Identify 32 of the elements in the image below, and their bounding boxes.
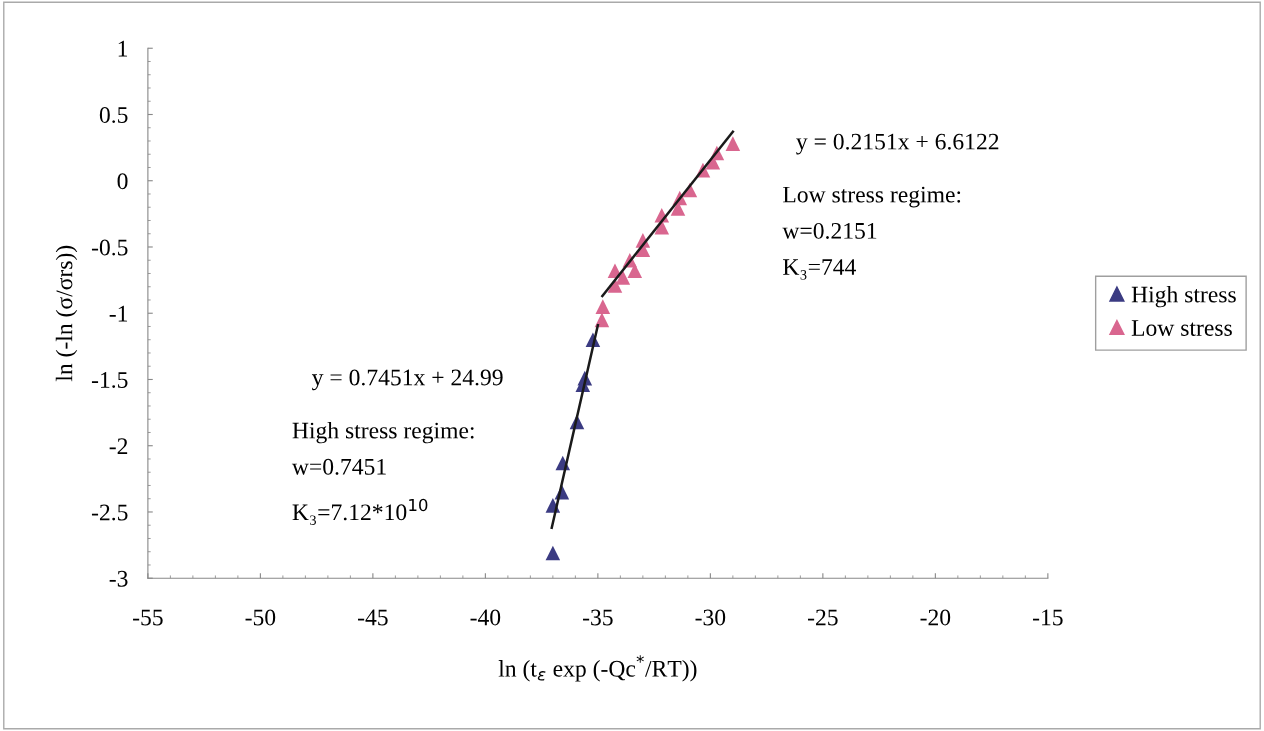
y-tick-label: -0.5 — [91, 239, 128, 256]
x-tick-label: -35 — [583, 609, 613, 626]
point — [594, 312, 610, 328]
y-tick-label: -1 — [109, 305, 128, 322]
point — [595, 299, 611, 314]
x-axis-title: ln (t$_{ε}$ exp (-Qc$^{*}$/RT)) — [498, 655, 697, 682]
y-tick-label: 1 — [118, 40, 128, 57]
y-tick-label: 0.5 — [99, 106, 128, 124]
x-tick-label: -15 — [1033, 609, 1063, 626]
legend-label: High stress — [1131, 285, 1236, 308]
x-tick-label: -25 — [808, 609, 838, 626]
x-tick-label: -40 — [470, 609, 501, 626]
x-tick-label: -30 — [695, 609, 726, 626]
annotation: y = 0.7451x + 24.99 — [311, 369, 503, 391]
y-tick-label: -1.5 — [91, 372, 128, 389]
point — [545, 545, 561, 561]
x-tick-label: -55 — [133, 609, 163, 626]
legend-label: Low stress — [1131, 320, 1232, 336]
text: High stress regime: w=0.7451 K₃=7.12*10$^{10}$ — [291, 421, 474, 525]
x-tick-label: -50 — [245, 609, 276, 626]
annotation: Low stress regime: w=0.2151 K₃=744 — [782, 186, 961, 280]
annotation: y = 0.2151x + 6.6122 — [796, 133, 999, 155]
y-tick-label: 0 — [117, 173, 128, 190]
point — [615, 270, 631, 285]
y-tick-label: -2 — [109, 438, 128, 454]
x-tick-label: -45 — [358, 609, 388, 626]
y-tick-label: -2.5 — [91, 504, 128, 521]
point — [725, 136, 741, 151]
point — [627, 263, 643, 279]
x-tick-label: -20 — [920, 609, 951, 626]
y-axis-title: ln (-ln (σ/σrs)) — [55, 245, 78, 382]
y-tick-label: -3 — [109, 570, 128, 587]
